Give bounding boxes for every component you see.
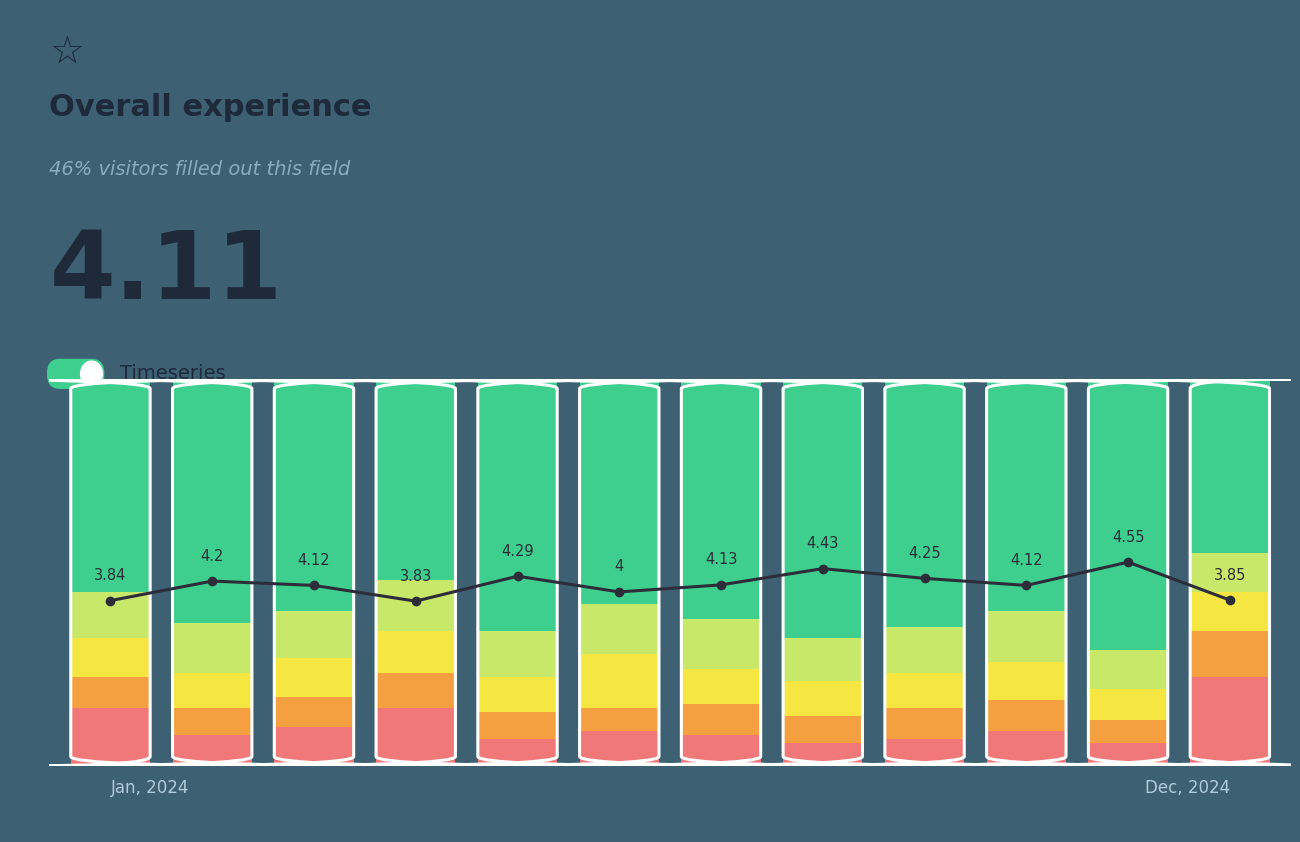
- Bar: [274, 379, 354, 611]
- Text: 4.12: 4.12: [1010, 553, 1043, 568]
- Bar: [1191, 379, 1270, 553]
- Text: 4.11: 4.11: [49, 227, 282, 319]
- Bar: [70, 708, 150, 766]
- Text: 4.25: 4.25: [909, 546, 941, 561]
- Text: Dec, 2024: Dec, 2024: [1145, 779, 1230, 797]
- Bar: [681, 669, 760, 704]
- Bar: [1088, 689, 1167, 720]
- Bar: [1088, 720, 1167, 743]
- Bar: [1088, 743, 1167, 766]
- Bar: [173, 623, 252, 674]
- Bar: [783, 379, 862, 638]
- Text: Overall experience: Overall experience: [49, 93, 372, 121]
- Bar: [580, 379, 659, 604]
- Bar: [681, 735, 760, 766]
- Bar: [580, 732, 659, 766]
- Bar: [681, 379, 760, 619]
- Bar: [987, 701, 1066, 732]
- Bar: [478, 739, 558, 766]
- Bar: [376, 580, 455, 631]
- Bar: [274, 611, 354, 658]
- Text: 46% visitors filled out this field: 46% visitors filled out this field: [49, 160, 351, 179]
- Bar: [1088, 650, 1167, 689]
- Bar: [783, 716, 862, 743]
- Text: 4.12: 4.12: [298, 553, 330, 568]
- Bar: [376, 631, 455, 674]
- Text: Timeseries: Timeseries: [120, 365, 225, 383]
- Text: 3.85: 3.85: [1214, 568, 1245, 583]
- Circle shape: [81, 361, 103, 386]
- Bar: [70, 638, 150, 677]
- Bar: [580, 654, 659, 708]
- Bar: [376, 674, 455, 708]
- Bar: [987, 732, 1066, 766]
- Text: 4.2: 4.2: [200, 549, 224, 563]
- Bar: [376, 708, 455, 766]
- Bar: [70, 379, 150, 592]
- Bar: [173, 674, 252, 708]
- Bar: [885, 708, 965, 739]
- Bar: [70, 592, 150, 638]
- Bar: [580, 604, 659, 654]
- Bar: [1191, 631, 1270, 677]
- Text: 4: 4: [615, 559, 624, 574]
- Bar: [274, 696, 354, 727]
- Bar: [885, 739, 965, 766]
- FancyBboxPatch shape: [47, 359, 104, 389]
- Bar: [681, 619, 760, 669]
- Bar: [885, 626, 965, 674]
- Bar: [173, 379, 252, 623]
- Bar: [987, 611, 1066, 662]
- Bar: [376, 379, 455, 580]
- Bar: [885, 674, 965, 708]
- Bar: [274, 658, 354, 696]
- Bar: [1191, 553, 1270, 592]
- Text: 4.55: 4.55: [1112, 530, 1144, 545]
- Bar: [478, 631, 558, 677]
- Bar: [173, 735, 252, 766]
- Bar: [478, 712, 558, 739]
- Bar: [274, 727, 354, 766]
- Text: 4.43: 4.43: [806, 536, 838, 552]
- Bar: [1191, 677, 1270, 766]
- Text: ☆: ☆: [49, 34, 84, 72]
- Bar: [987, 379, 1066, 611]
- Text: 4.29: 4.29: [502, 544, 534, 559]
- Bar: [1191, 592, 1270, 631]
- Bar: [173, 708, 252, 735]
- Text: 3.83: 3.83: [399, 568, 432, 584]
- Bar: [478, 677, 558, 712]
- Bar: [580, 708, 659, 732]
- Bar: [987, 662, 1066, 701]
- Bar: [478, 379, 558, 631]
- Bar: [885, 379, 965, 626]
- Bar: [1088, 379, 1167, 650]
- Bar: [783, 743, 862, 766]
- Text: 4.13: 4.13: [705, 552, 737, 568]
- Text: Jan, 2024: Jan, 2024: [111, 779, 188, 797]
- Bar: [783, 638, 862, 681]
- Bar: [70, 677, 150, 708]
- Bar: [783, 681, 862, 716]
- Bar: [681, 704, 760, 735]
- Text: 3.84: 3.84: [95, 568, 126, 584]
